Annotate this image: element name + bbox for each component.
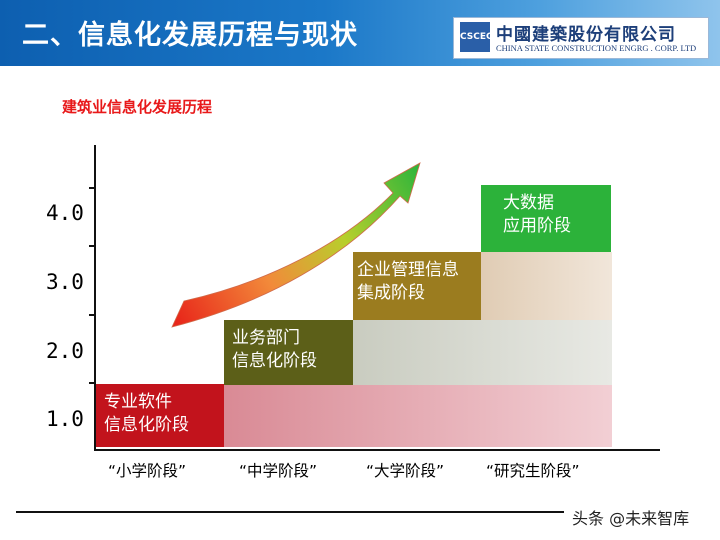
- stage-block-1: 专业软件 信息化阶段: [96, 384, 224, 447]
- x-label-1: “小学阶段”: [108, 462, 187, 480]
- stage-3-line-2: 集成阶段: [357, 283, 425, 303]
- watermark: 头条 @未来智库: [572, 509, 690, 528]
- stage-1-line-2: 信息化阶段: [104, 415, 189, 435]
- stage-4-line-2: 应用阶段: [503, 216, 571, 236]
- diagram-subtitle: 建筑业信息化发展历程: [62, 98, 213, 116]
- logo-chinese-name: 中國建築股份有限公司: [496, 25, 676, 45]
- x-label-2: “中学阶段”: [239, 462, 318, 480]
- x-label-4: “研究生阶段”: [486, 462, 580, 480]
- logo-english-name: CHINA STATE CONSTRUCTION ENGRG . CORP. L…: [496, 43, 697, 53]
- y-tick: [89, 314, 95, 316]
- y-tick: [89, 382, 95, 384]
- x-label-3: “大学阶段”: [366, 462, 445, 480]
- header-bar: 二、信息化发展历程与现状 CSCEC 中國建築股份有限公司 CHINA STAT…: [0, 0, 720, 66]
- band-level-3: [481, 252, 612, 320]
- y-label-1: 1.0: [46, 407, 84, 431]
- band-level-2: [353, 320, 612, 385]
- band-level-1: [224, 385, 612, 447]
- y-tick: [89, 245, 95, 247]
- y-label-3: 3.0: [46, 270, 84, 294]
- stage-3-line-1: 企业管理信息: [357, 260, 459, 280]
- stage-block-2: 业务部门 信息化阶段: [224, 320, 353, 385]
- company-logo: CSCEC 中國建築股份有限公司 CHINA STATE CONSTRUCTIO…: [453, 17, 709, 59]
- stage-1-line-1: 专业软件: [104, 392, 172, 412]
- stage-block-4: 大数据 应用阶段: [481, 185, 611, 252]
- y-label-4: 4.0: [46, 201, 84, 225]
- stage-2-line-1: 业务部门: [232, 328, 300, 348]
- stage-2-line-2: 信息化阶段: [232, 351, 317, 371]
- page-title: 二、信息化发展历程与现状: [22, 20, 358, 51]
- x-axis: [94, 449, 660, 451]
- logo-icon: CSCEC: [460, 22, 493, 52]
- y-axis: [94, 145, 96, 451]
- stage-4-line-1: 大数据: [503, 193, 554, 213]
- stage-block-3: 企业管理信息 集成阶段: [353, 252, 481, 320]
- y-tick: [89, 187, 95, 189]
- y-label-2: 2.0: [46, 339, 84, 363]
- footer-divider: [16, 511, 564, 513]
